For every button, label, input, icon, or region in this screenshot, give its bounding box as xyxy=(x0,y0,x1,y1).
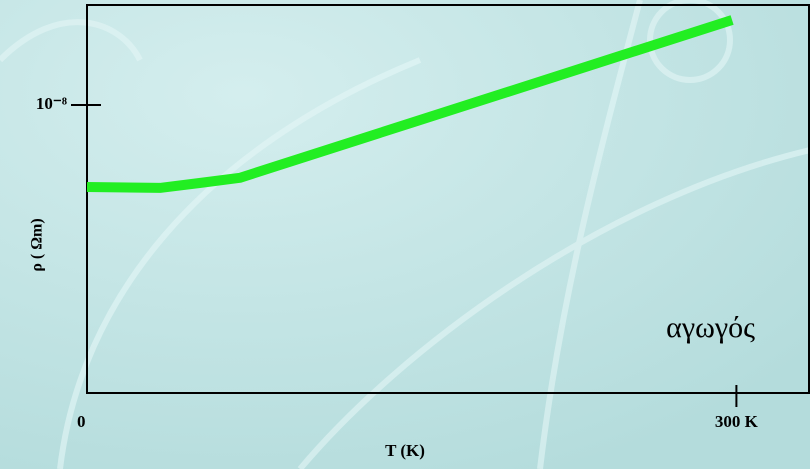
x-axis-label: T (K) xyxy=(385,441,425,460)
x-tick-label: 300 K xyxy=(715,412,759,431)
y-tick-label: 10⁻⁸ xyxy=(36,94,67,113)
data-line xyxy=(86,15,734,193)
y-axis-label: ρ ( Ωm) xyxy=(29,218,46,271)
annotation: αγωγός xyxy=(666,311,755,344)
plot-frame xyxy=(86,4,810,394)
x-tick-label: 0 xyxy=(77,412,86,431)
